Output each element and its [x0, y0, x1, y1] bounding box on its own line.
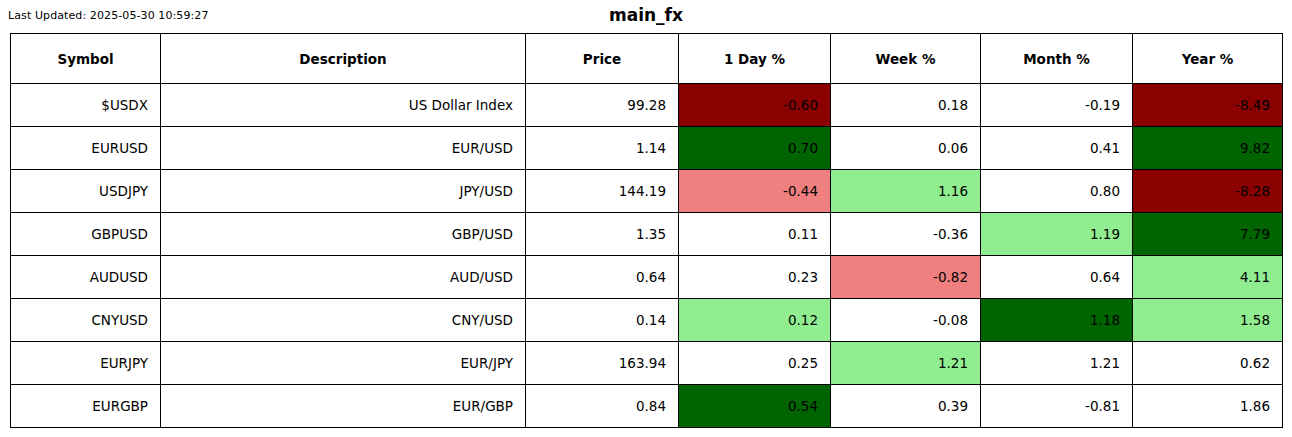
price-cell: 0.64: [526, 256, 679, 299]
page-title: main_fx: [0, 5, 1292, 25]
year-percent-cell: 1.58: [1133, 299, 1283, 342]
table-row: CNYUSD CNY/USD 0.14 0.12 -0.08 1.18 1.58: [11, 299, 1283, 342]
description-cell: AUD/USD: [161, 256, 526, 299]
table-row: EURUSD EUR/USD 1.14 0.70 0.06 0.41 9.82: [11, 127, 1283, 170]
column-header-day-percent: 1 Day %: [679, 34, 831, 84]
column-header-description: Description: [161, 34, 526, 84]
price-cell: 163.94: [526, 342, 679, 385]
week-percent-cell: 0.39: [831, 385, 981, 428]
symbol-cell: GBPUSD: [11, 213, 161, 256]
year-percent-cell: -8.28: [1133, 170, 1283, 213]
week-percent-cell: -0.36: [831, 213, 981, 256]
table-row: AUDUSD AUD/USD 0.64 0.23 -0.82 0.64 4.11: [11, 256, 1283, 299]
month-percent-cell: 0.80: [981, 170, 1133, 213]
week-percent-cell: -0.08: [831, 299, 981, 342]
month-percent-cell: -0.19: [981, 84, 1133, 127]
description-cell: CNY/USD: [161, 299, 526, 342]
price-cell: 0.84: [526, 385, 679, 428]
column-header-month-percent: Month %: [981, 34, 1133, 84]
day-percent-cell: 0.12: [679, 299, 831, 342]
day-percent-cell: 0.54: [679, 385, 831, 428]
year-percent-cell: 0.62: [1133, 342, 1283, 385]
year-percent-cell: -8.49: [1133, 84, 1283, 127]
description-cell: EUR/GBP: [161, 385, 526, 428]
day-percent-cell: 0.25: [679, 342, 831, 385]
month-percent-cell: 0.41: [981, 127, 1133, 170]
description-cell: US Dollar Index: [161, 84, 526, 127]
header-row: Symbol Description Price 1 Day % Week % …: [11, 34, 1283, 84]
description-cell: EUR/USD: [161, 127, 526, 170]
top-bar: Last Updated: 2025-05-30 10:59:27 main_f…: [0, 0, 1292, 33]
month-percent-cell: 1.21: [981, 342, 1133, 385]
year-percent-cell: 7.79: [1133, 213, 1283, 256]
month-percent-cell: 1.18: [981, 299, 1133, 342]
description-cell: GBP/USD: [161, 213, 526, 256]
column-header-week-percent: Week %: [831, 34, 981, 84]
price-cell: 144.19: [526, 170, 679, 213]
description-cell: EUR/JPY: [161, 342, 526, 385]
symbol-cell: EURUSD: [11, 127, 161, 170]
column-header-price: Price: [526, 34, 679, 84]
description-cell: JPY/USD: [161, 170, 526, 213]
price-cell: 1.14: [526, 127, 679, 170]
week-percent-cell: 0.06: [831, 127, 981, 170]
price-cell: 1.35: [526, 213, 679, 256]
symbol-cell: CNYUSD: [11, 299, 161, 342]
table-row: EURJPY EUR/JPY 163.94 0.25 1.21 1.21 0.6…: [11, 342, 1283, 385]
fx-table: Symbol Description Price 1 Day % Week % …: [10, 33, 1283, 428]
month-percent-cell: 0.64: [981, 256, 1133, 299]
price-cell: 0.14: [526, 299, 679, 342]
symbol-cell: USDJPY: [11, 170, 161, 213]
month-percent-cell: 1.19: [981, 213, 1133, 256]
symbol-cell: EURJPY: [11, 342, 161, 385]
table-row: EURGBP EUR/GBP 0.84 0.54 0.39 -0.81 1.86: [11, 385, 1283, 428]
month-percent-cell: -0.81: [981, 385, 1133, 428]
year-percent-cell: 4.11: [1133, 256, 1283, 299]
symbol-cell: $USDX: [11, 84, 161, 127]
day-percent-cell: -0.44: [679, 170, 831, 213]
week-percent-cell: -0.82: [831, 256, 981, 299]
symbol-cell: AUDUSD: [11, 256, 161, 299]
table-row: GBPUSD GBP/USD 1.35 0.11 -0.36 1.19 7.79: [11, 213, 1283, 256]
column-header-year-percent: Year %: [1133, 34, 1283, 84]
table-row: $USDX US Dollar Index 99.28 -0.60 0.18 -…: [11, 84, 1283, 127]
year-percent-cell: 9.82: [1133, 127, 1283, 170]
day-percent-cell: 0.11: [679, 213, 831, 256]
week-percent-cell: 0.18: [831, 84, 981, 127]
symbol-cell: EURGBP: [11, 385, 161, 428]
day-percent-cell: 0.23: [679, 256, 831, 299]
week-percent-cell: 1.16: [831, 170, 981, 213]
week-percent-cell: 1.21: [831, 342, 981, 385]
table-row: USDJPY JPY/USD 144.19 -0.44 1.16 0.80 -8…: [11, 170, 1283, 213]
column-header-symbol: Symbol: [11, 34, 161, 84]
day-percent-cell: 0.70: [679, 127, 831, 170]
price-cell: 99.28: [526, 84, 679, 127]
day-percent-cell: -0.60: [679, 84, 831, 127]
year-percent-cell: 1.86: [1133, 385, 1283, 428]
